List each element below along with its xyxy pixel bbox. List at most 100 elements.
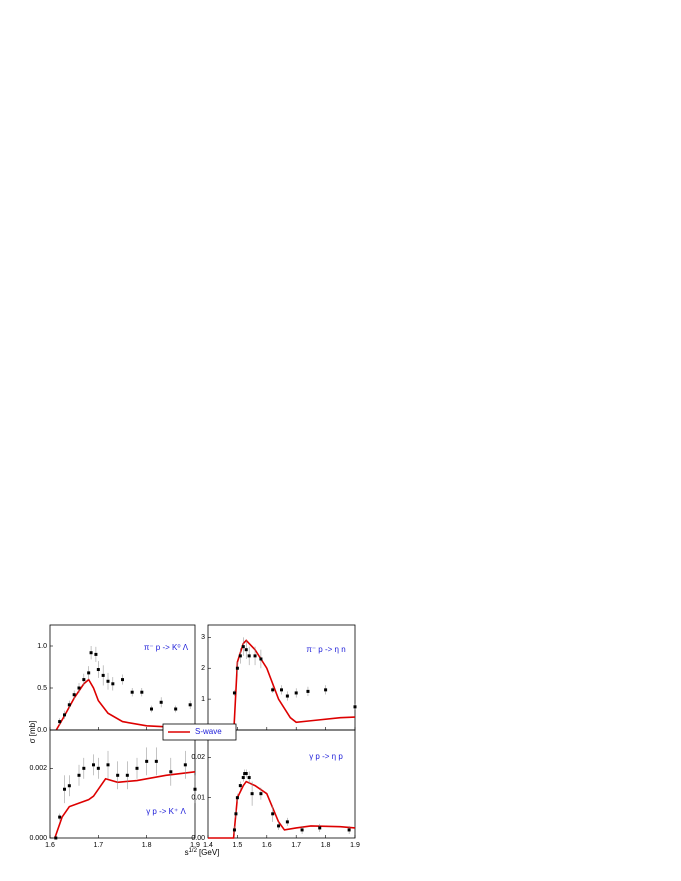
data-point xyxy=(232,691,236,695)
y-tick-label: 1 xyxy=(201,696,205,703)
reaction-label: π⁻ p -> η n xyxy=(306,645,345,654)
data-point xyxy=(271,812,275,816)
x-tick-label: 1.6 xyxy=(262,842,272,849)
data-point xyxy=(150,707,153,711)
data-point xyxy=(67,703,71,707)
data-point xyxy=(58,815,62,819)
data-point xyxy=(145,759,149,763)
reaction-label: π⁻ p -> K⁰ Λ xyxy=(144,643,189,652)
x-tick-label: 1.9 xyxy=(190,842,200,849)
x-tick-label: 1.9 xyxy=(350,842,360,849)
y-tick-label: 3 xyxy=(201,634,205,641)
data-point xyxy=(159,700,163,704)
model-curve xyxy=(208,780,356,839)
x-tick-label: 1.4 xyxy=(203,842,213,849)
data-point xyxy=(294,691,298,695)
data-point xyxy=(238,654,242,658)
legend-label: S-wave xyxy=(195,727,222,736)
data-point xyxy=(277,824,281,828)
data-point xyxy=(77,686,81,690)
x-tick-label: 1.7 xyxy=(291,842,301,849)
y-tick-label: 0.002 xyxy=(29,765,47,772)
y-tick-label: 0.01 xyxy=(191,795,205,802)
data-point xyxy=(121,678,124,682)
data-point xyxy=(285,694,289,698)
y-tick-label: 0.0 xyxy=(37,727,47,734)
data-point xyxy=(300,828,304,832)
data-point xyxy=(247,776,251,780)
x-label-sup: 1/2 xyxy=(189,848,198,854)
data-point xyxy=(285,820,289,824)
data-point xyxy=(234,812,238,816)
data-point xyxy=(169,770,173,774)
legend-box xyxy=(162,723,237,741)
data-point xyxy=(250,792,254,796)
model-curve xyxy=(54,771,196,839)
data-point xyxy=(247,654,251,658)
data-point xyxy=(188,703,192,707)
data-point xyxy=(235,666,239,670)
data-point xyxy=(244,772,248,776)
y-axis-label: σ [mb] xyxy=(28,721,37,744)
plot-frame xyxy=(49,729,196,839)
data-point xyxy=(58,720,62,724)
x-tick-label: 1.5 xyxy=(233,842,243,849)
data-point xyxy=(259,792,263,796)
plot-frame xyxy=(207,729,356,839)
data-point xyxy=(271,688,275,692)
y-tick-label: 0.00 xyxy=(191,835,205,842)
data-point xyxy=(241,776,245,780)
x-tick-label: 1.8 xyxy=(142,842,152,849)
data-point xyxy=(67,784,71,788)
data-point xyxy=(140,690,144,694)
data-point xyxy=(244,648,248,652)
data-point xyxy=(174,707,178,711)
data-point xyxy=(235,796,239,800)
data-point xyxy=(280,688,283,692)
data-point xyxy=(241,645,245,649)
data-point xyxy=(232,828,236,832)
y-tick-label: 1.0 xyxy=(37,643,47,650)
data-point xyxy=(96,668,100,672)
data-point xyxy=(101,673,105,677)
data-point xyxy=(87,671,91,675)
data-point xyxy=(106,679,110,683)
reaction-label: γ p -> η p xyxy=(309,752,343,761)
data-point xyxy=(54,836,58,840)
data-point xyxy=(135,766,139,770)
data-point xyxy=(77,773,81,777)
plot-frame xyxy=(207,624,356,731)
data-point xyxy=(183,763,187,767)
data-point xyxy=(125,773,129,777)
data-point xyxy=(92,763,95,767)
y-tick-label: 2 xyxy=(201,665,205,672)
data-point xyxy=(347,828,351,832)
data-point xyxy=(111,682,115,686)
data-point xyxy=(154,759,158,763)
data-point xyxy=(72,693,76,697)
data-point xyxy=(306,689,310,693)
data-point xyxy=(130,690,134,694)
y-tick-label: 0.5 xyxy=(37,685,47,692)
data-point xyxy=(89,651,93,655)
x-label-unit: [GeV] xyxy=(199,848,219,857)
data-point xyxy=(63,787,66,791)
data-point xyxy=(253,654,257,658)
data-point xyxy=(259,657,263,661)
reaction-label: γ p -> K⁺ Λ xyxy=(146,807,186,816)
data-point xyxy=(324,688,328,692)
x-label-base: s xyxy=(185,848,189,857)
data-point xyxy=(318,826,322,830)
x-tick-label: 1.6 xyxy=(45,842,55,849)
y-tick-label: 0.02 xyxy=(191,754,205,761)
data-point xyxy=(106,763,110,767)
data-point xyxy=(116,773,120,777)
data-point xyxy=(82,678,86,682)
x-tick-label: 1.8 xyxy=(321,842,331,849)
data-point xyxy=(96,766,100,770)
data-point xyxy=(193,787,197,791)
data-point xyxy=(82,766,86,770)
model-curve xyxy=(55,678,196,731)
data-point xyxy=(238,784,242,788)
